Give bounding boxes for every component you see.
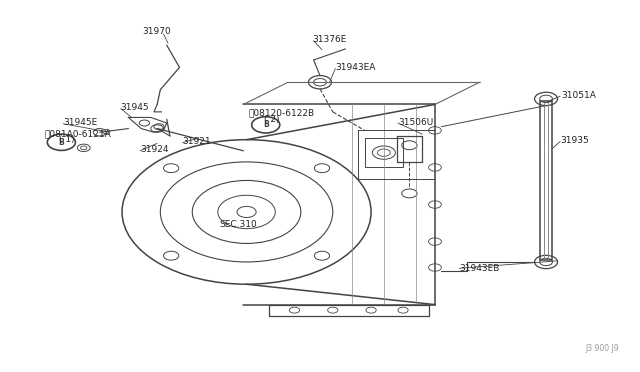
Text: ( 1): ( 1) (60, 135, 75, 144)
Text: 31921: 31921 (182, 137, 211, 146)
Text: 31376E: 31376E (312, 35, 347, 44)
Text: 31945E: 31945E (63, 118, 97, 127)
Bar (365, 138, 403, 167)
Text: B: B (58, 138, 64, 147)
Text: Ⓑ08120-6122B: Ⓑ08120-6122B (248, 108, 315, 117)
Text: 31935: 31935 (560, 136, 589, 145)
Text: SEC.310: SEC.310 (219, 221, 257, 230)
Text: 31943EA: 31943EA (335, 63, 376, 72)
Text: 31943EB: 31943EB (460, 264, 500, 273)
Text: B: B (263, 121, 269, 129)
Text: J3 900 J9: J3 900 J9 (585, 344, 619, 353)
Text: 31945: 31945 (121, 103, 149, 112)
Text: 31924: 31924 (140, 145, 168, 154)
Text: Ⓑ081A0-6121A: Ⓑ081A0-6121A (44, 129, 111, 138)
Text: 31051A: 31051A (561, 91, 596, 100)
Text: 31506U: 31506U (398, 118, 433, 127)
Text: ( 2): ( 2) (264, 115, 279, 124)
Text: 31970: 31970 (143, 27, 172, 36)
